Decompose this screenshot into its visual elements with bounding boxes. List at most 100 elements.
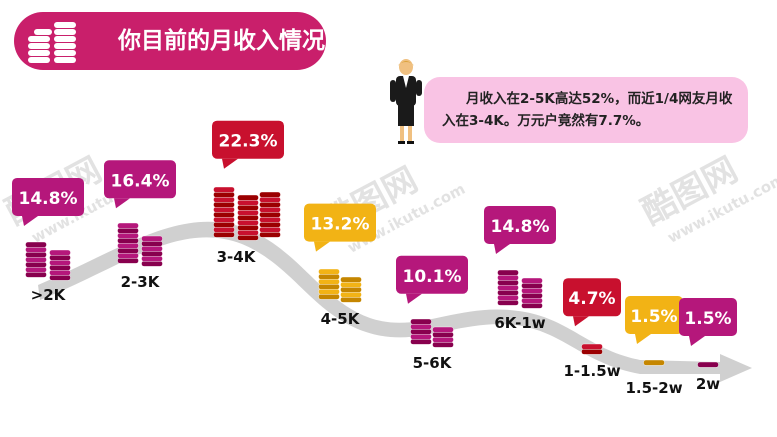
coin-stack <box>117 227 139 234</box>
coin-stack <box>237 204 259 211</box>
value-bubble <box>563 278 621 317</box>
value-label: 14.8% <box>491 217 550 237</box>
coin-stack <box>581 343 603 350</box>
value-label: 4.7% <box>568 289 615 309</box>
coin-stack <box>25 246 47 253</box>
category-label: 2-3K <box>121 273 161 291</box>
bubble-pointer <box>494 243 510 254</box>
coin-stack <box>25 256 47 263</box>
coin-stack <box>340 276 362 283</box>
coin-stack <box>117 247 139 254</box>
coin-stack <box>25 266 47 273</box>
coin-stack <box>410 323 432 330</box>
coin-stack <box>259 211 281 218</box>
value-label: 13.2% <box>311 215 370 235</box>
value-label: 14.8% <box>19 189 78 209</box>
value-bubble <box>104 160 176 199</box>
coin-stack <box>117 222 139 229</box>
coin-stack <box>49 249 71 256</box>
coin-stack <box>521 282 543 289</box>
coin-stack <box>259 231 281 238</box>
summary-text: 月收入在2-5K高达52%，而近1/4网友月收入在3-4K。万元户竟然有7.7%… <box>442 91 733 129</box>
coin-stack <box>213 191 235 198</box>
coin-stack <box>318 288 340 295</box>
coin-stack <box>141 235 163 242</box>
value-label: 1.5% <box>630 307 677 327</box>
coin-stack <box>213 201 235 208</box>
coin-stack <box>117 237 139 244</box>
coin-stack <box>213 196 235 203</box>
coin-stack <box>318 268 340 275</box>
bubble-pointer <box>573 316 589 327</box>
coin-stack <box>410 338 432 345</box>
category-label: 3-4K <box>217 248 257 266</box>
coin-stack <box>237 224 259 231</box>
coin-stack <box>141 245 163 252</box>
value-bubble <box>625 296 683 334</box>
coin-stack <box>25 261 47 268</box>
coin-stack <box>259 206 281 213</box>
value-bubble <box>304 203 376 242</box>
coin-stack <box>237 194 259 201</box>
value-bubble <box>396 255 468 294</box>
value-label: 16.4% <box>111 171 170 191</box>
coin-stack <box>141 240 163 247</box>
stacked-coins-icon <box>28 22 76 63</box>
coin-stack <box>213 186 235 193</box>
coin-stack <box>259 191 281 198</box>
coin-stack <box>117 242 139 249</box>
value-bubble <box>679 298 737 336</box>
value-bubble <box>212 120 284 159</box>
coin-stack <box>410 318 432 325</box>
category-label: >2K <box>31 286 67 304</box>
coin-stack <box>410 333 432 340</box>
coin-stack <box>49 269 71 276</box>
bubble-pointer <box>114 198 130 209</box>
coin-stack <box>340 296 362 303</box>
category-label: 1.5-2w <box>625 379 682 397</box>
coin-stack <box>141 260 163 267</box>
coin-stack <box>141 250 163 257</box>
coin-stack <box>581 348 603 355</box>
coin-stack <box>521 287 543 294</box>
coin-stack <box>237 234 259 241</box>
value-bubble <box>484 205 556 244</box>
coin-stack <box>497 299 519 306</box>
coin-stack <box>213 211 235 218</box>
coin-stack <box>259 226 281 233</box>
category-label: 5-6K <box>413 354 453 372</box>
coin-stack <box>213 226 235 233</box>
coin-stack <box>49 274 71 281</box>
value-label: 22.3% <box>219 132 278 152</box>
value-bubble <box>12 177 84 216</box>
coin-stack <box>237 209 259 216</box>
coin-stack <box>259 196 281 203</box>
trend-arrow <box>38 221 752 382</box>
title-banner: 你目前的月收入情况 <box>14 12 326 70</box>
coin-stack <box>237 229 259 236</box>
bubble-pointer <box>635 334 651 344</box>
summary-callout: 月收入在2-5K高达52%，而近1/4网友月收入在3-4K。万元户竟然有7.7%… <box>424 77 748 143</box>
coin-stack <box>643 359 665 366</box>
coin-stack <box>497 284 519 291</box>
coin-stack <box>318 293 340 300</box>
coin-stack <box>213 221 235 228</box>
coin-stack <box>340 286 362 293</box>
category-label: 2w <box>696 375 720 393</box>
coin-stack <box>432 326 454 333</box>
coin-stack <box>117 252 139 259</box>
coin-stack <box>117 232 139 239</box>
value-label: 1.5% <box>684 309 731 329</box>
coin-stack <box>213 206 235 213</box>
bubble-pointer <box>689 336 705 346</box>
coin-stack <box>213 231 235 238</box>
coin-stack <box>432 336 454 343</box>
category-label: 4-5K <box>321 310 361 328</box>
category-label: 6K-1w <box>494 314 545 332</box>
bubble-pointer <box>222 158 238 169</box>
businesswoman-icon <box>390 59 422 144</box>
coin-stack <box>141 255 163 262</box>
coin-stack <box>318 278 340 285</box>
coin-stack <box>497 279 519 286</box>
